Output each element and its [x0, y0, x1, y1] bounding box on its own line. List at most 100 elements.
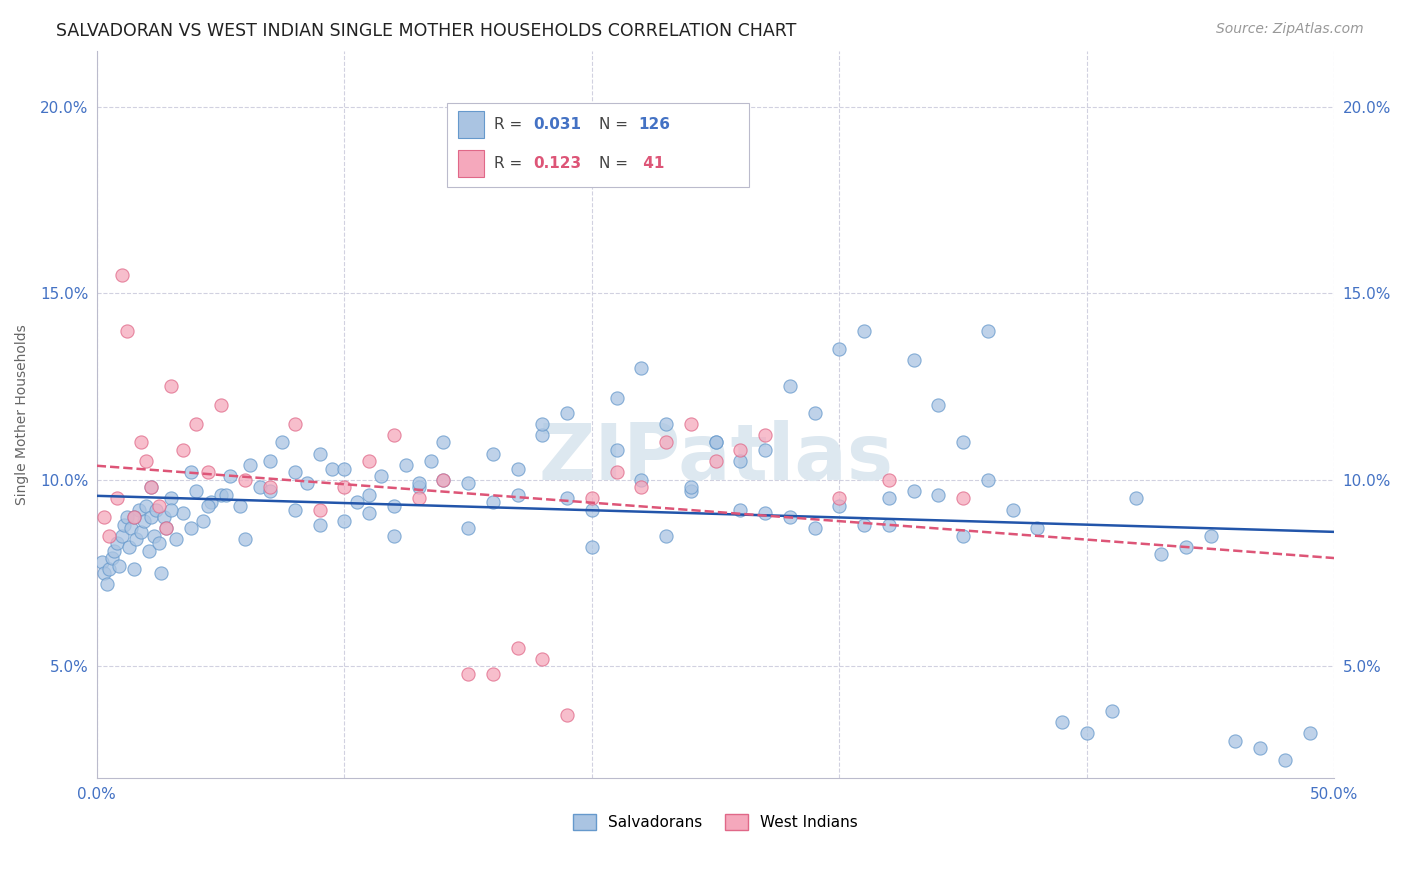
Point	[160, 502, 183, 516]
Text: SALVADORAN VS WEST INDIAN SINGLE MOTHER HOUSEHOLDS CORRELATION CHART: SALVADORAN VS WEST INDIAN SINGLE MOTHER …	[56, 22, 797, 40]
Text: 126: 126	[638, 118, 671, 132]
Point	[155, 521, 177, 535]
Point	[346, 495, 368, 509]
Legend: Salvadorans, West Indians: Salvadorans, West Indians	[567, 808, 865, 836]
Point	[105, 491, 128, 506]
Text: ZIPatlas: ZIPatlas	[538, 420, 893, 496]
Point	[249, 480, 271, 494]
Point	[122, 562, 145, 576]
Point	[184, 483, 207, 498]
Point	[679, 417, 702, 431]
Point	[357, 488, 380, 502]
Point	[581, 540, 603, 554]
Text: R =: R =	[494, 156, 527, 170]
Point	[704, 435, 727, 450]
Point	[506, 640, 529, 655]
Point	[531, 428, 554, 442]
Point	[197, 465, 219, 479]
Point	[419, 454, 441, 468]
Point	[115, 510, 138, 524]
Point	[214, 488, 236, 502]
Point	[581, 502, 603, 516]
Point	[395, 458, 418, 472]
Point	[333, 480, 356, 494]
Point	[93, 566, 115, 580]
Point	[679, 480, 702, 494]
Point	[115, 324, 138, 338]
Point	[135, 454, 157, 468]
Point	[704, 435, 727, 450]
Point	[209, 398, 232, 412]
Point	[155, 521, 177, 535]
Point	[321, 461, 343, 475]
Point	[606, 465, 628, 479]
Point	[160, 491, 183, 506]
Point	[333, 461, 356, 475]
Point	[730, 502, 752, 516]
Point	[655, 529, 678, 543]
Point	[152, 510, 174, 524]
Point	[105, 536, 128, 550]
Text: Source: ZipAtlas.com: Source: ZipAtlas.com	[1216, 22, 1364, 37]
Point	[295, 476, 318, 491]
Point	[131, 524, 153, 539]
Point	[382, 499, 405, 513]
Point	[555, 406, 578, 420]
Point	[110, 529, 132, 543]
Text: N =: N =	[599, 156, 633, 170]
Point	[730, 454, 752, 468]
Point	[952, 529, 974, 543]
Point	[877, 491, 900, 506]
Point	[239, 458, 262, 472]
Point	[1225, 734, 1247, 748]
Point	[219, 469, 242, 483]
Point	[103, 543, 125, 558]
Point	[1274, 753, 1296, 767]
Point	[193, 514, 215, 528]
Point	[606, 442, 628, 457]
Point	[131, 435, 153, 450]
Point	[1026, 521, 1049, 535]
Point	[531, 417, 554, 431]
Point	[779, 510, 801, 524]
Point	[128, 502, 150, 516]
Point	[828, 499, 851, 513]
Point	[148, 499, 170, 513]
Point	[408, 476, 430, 491]
Point	[408, 491, 430, 506]
Point	[555, 707, 578, 722]
Point	[357, 506, 380, 520]
Point	[145, 502, 167, 516]
Point	[108, 558, 131, 573]
Point	[506, 488, 529, 502]
Point	[125, 533, 148, 547]
Point	[1001, 502, 1024, 516]
Point	[308, 502, 330, 516]
Point	[382, 428, 405, 442]
Point	[132, 514, 155, 528]
Point	[333, 514, 356, 528]
Point	[531, 652, 554, 666]
Point	[138, 543, 160, 558]
Point	[233, 473, 256, 487]
Text: 41: 41	[638, 156, 665, 170]
Y-axis label: Single Mother Households: Single Mother Households	[15, 324, 30, 505]
Point	[209, 488, 232, 502]
Point	[135, 499, 157, 513]
Point	[754, 506, 776, 520]
Point	[828, 491, 851, 506]
Point	[506, 461, 529, 475]
Point	[457, 666, 479, 681]
Point	[284, 417, 307, 431]
Point	[110, 268, 132, 282]
Point	[903, 353, 925, 368]
Point	[730, 442, 752, 457]
Point	[121, 521, 143, 535]
Text: N =: N =	[599, 118, 633, 132]
Point	[952, 435, 974, 450]
Point	[754, 442, 776, 457]
Text: 0.123: 0.123	[533, 156, 581, 170]
Point	[148, 536, 170, 550]
Point	[122, 510, 145, 524]
Point	[630, 473, 652, 487]
